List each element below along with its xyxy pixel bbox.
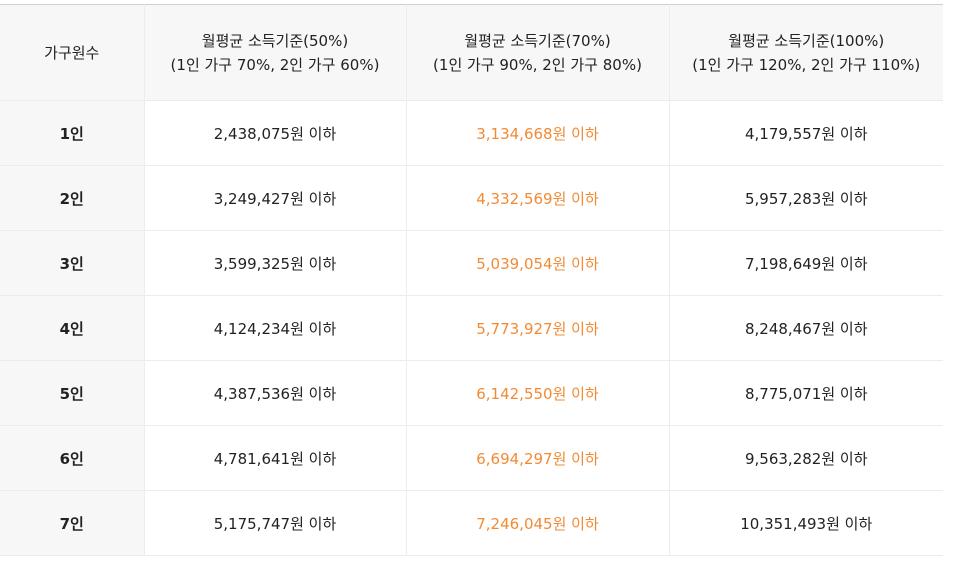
header-income-100: 월평균 소득기준(100%) (1인 가구 120%, 2인 가구 110%) — [668, 4, 943, 101]
header-income-50: 월평균 소득기준(50%) (1인 가구 70%, 2인 가구 60%) — [143, 4, 406, 101]
household-size-cell: 5인 — [0, 360, 144, 426]
table-row: 6인 4,781,641원 이하 6,694,297원 이하 9,563,282… — [0, 425, 943, 491]
header-income-70: 월평균 소득기준(70%) (1인 가구 90%, 2인 가구 80%) — [405, 4, 669, 101]
table-row: 7인 5,175,747원 이하 7,246,045원 이하 10,351,49… — [0, 490, 943, 556]
header-household-size: 가구원수 — [0, 4, 144, 101]
income-100-cell: 8,775,071원 이하 — [668, 360, 943, 426]
table-row: 5인 4,387,536원 이하 6,142,550원 이하 8,775,071… — [0, 360, 943, 426]
household-size-cell: 6인 — [0, 425, 144, 491]
table-header: 가구원수 월평균 소득기준(50%) (1인 가구 70%, 2인 가구 60%)… — [0, 4, 943, 101]
income-50-cell: 3,599,325원 이하 — [143, 230, 406, 296]
table-row: 4인 4,124,234원 이하 5,773,927원 이하 8,248,467… — [0, 295, 943, 361]
income-70-cell: 6,142,550원 이하 — [405, 360, 669, 426]
table-row: 2인 3,249,427원 이하 4,332,569원 이하 5,957,283… — [0, 165, 943, 231]
income-criteria-table: 가구원수 월평균 소득기준(50%) (1인 가구 70%, 2인 가구 60%)… — [0, 4, 943, 556]
table-row: 3인 3,599,325원 이하 5,039,054원 이하 7,198,649… — [0, 230, 943, 296]
household-size-cell: 4인 — [0, 295, 144, 361]
household-size-cell: 7인 — [0, 490, 144, 556]
income-70-cell: 5,039,054원 이하 — [405, 230, 669, 296]
income-50-cell: 4,124,234원 이하 — [143, 295, 406, 361]
income-70-cell: 5,773,927원 이하 — [405, 295, 669, 361]
income-70-cell: 4,332,569원 이하 — [405, 165, 669, 231]
income-100-cell: 9,563,282원 이하 — [668, 425, 943, 491]
income-50-cell: 5,175,747원 이하 — [143, 490, 406, 556]
income-100-cell: 7,198,649원 이하 — [668, 230, 943, 296]
income-100-cell: 5,957,283원 이하 — [668, 165, 943, 231]
income-100-cell: 4,179,557원 이하 — [668, 100, 943, 166]
income-50-cell: 2,438,075원 이하 — [143, 100, 406, 166]
income-100-cell: 8,248,467원 이하 — [668, 295, 943, 361]
table-row: 1인 2,438,075원 이하 3,134,668원 이하 4,179,557… — [0, 100, 943, 166]
household-size-cell: 3인 — [0, 230, 144, 296]
income-70-cell: 3,134,668원 이하 — [405, 100, 669, 166]
income-70-cell: 7,246,045원 이하 — [405, 490, 669, 556]
income-100-cell: 10,351,493원 이하 — [668, 490, 943, 556]
income-50-cell: 4,781,641원 이하 — [143, 425, 406, 491]
income-50-cell: 3,249,427원 이하 — [143, 165, 406, 231]
income-70-cell: 6,694,297원 이하 — [405, 425, 669, 491]
income-50-cell: 4,387,536원 이하 — [143, 360, 406, 426]
table-body: 1인 2,438,075원 이하 3,134,668원 이하 4,179,557… — [0, 100, 943, 556]
household-size-cell: 2인 — [0, 165, 144, 231]
header-row: 가구원수 월평균 소득기준(50%) (1인 가구 70%, 2인 가구 60%)… — [0, 4, 943, 101]
household-size-cell: 1인 — [0, 100, 144, 166]
